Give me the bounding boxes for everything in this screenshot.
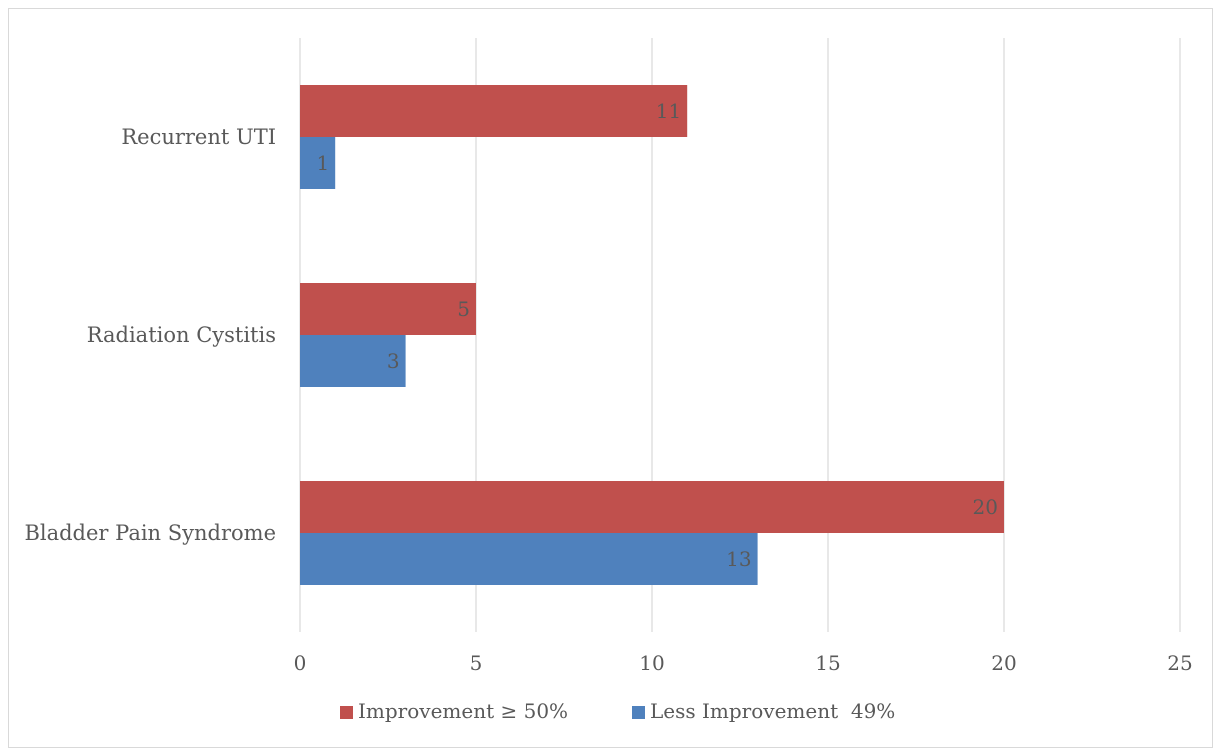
data-label-recurrent-uti-series-2: 1	[316, 151, 329, 175]
x-tick-label-10: 10	[639, 651, 664, 675]
x-tick-label-25: 25	[1167, 651, 1192, 675]
bar-radiation-cystitis-series-1	[300, 283, 476, 335]
data-label-bladder-pain-syndrome-series-1: 20	[973, 495, 998, 519]
category-label-bladder-pain-syndrome: Bladder Pain Syndrome	[24, 521, 276, 545]
bar-recurrent-uti-series-2	[300, 137, 336, 189]
bar-bladder-pain-syndrome-series-2	[300, 533, 758, 585]
x-tick-label-5: 5	[470, 651, 483, 675]
x-tick-label-0: 0	[294, 651, 307, 675]
category-label-radiation-cystitis: Radiation Cystitis	[87, 323, 276, 347]
data-label-radiation-cystitis-series-1: 5	[457, 297, 470, 321]
data-label-recurrent-uti-series-1: 11	[656, 99, 681, 123]
data-label-radiation-cystitis-series-2: 3	[387, 349, 400, 373]
data-label-bladder-pain-syndrome-series-2: 13	[726, 547, 751, 571]
legend-label-series-2: Less Improvement 49%	[650, 699, 895, 723]
legend-swatch-series-1	[340, 706, 353, 719]
bar-recurrent-uti-series-1	[300, 85, 688, 137]
legend: Improvement ≥ 50% Less Improvement 49%	[340, 699, 895, 723]
legend-swatch-series-2	[632, 706, 645, 719]
legend-label-series-1: Improvement ≥ 50%	[358, 699, 568, 723]
x-tick-label-20: 20	[991, 651, 1016, 675]
bars	[300, 85, 1004, 585]
bar-radiation-cystitis-series-2	[300, 335, 406, 387]
bar-bladder-pain-syndrome-series-1	[300, 481, 1004, 533]
x-tick-label-15: 15	[815, 651, 840, 675]
category-label-recurrent-uti: Recurrent UTI	[121, 125, 276, 149]
